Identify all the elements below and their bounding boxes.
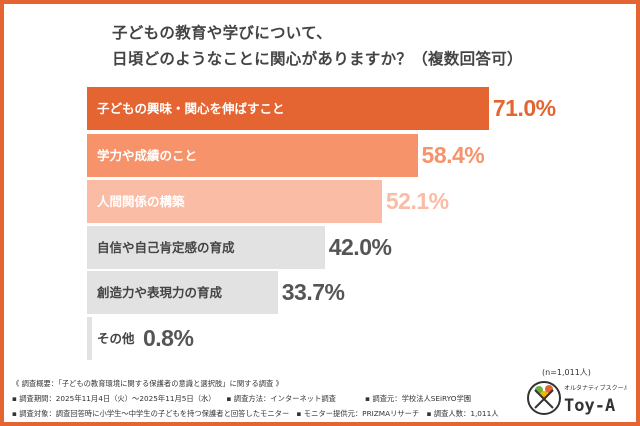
bar-label: 自信や自己肯定感の育成 xyxy=(97,240,235,255)
bar-4 xyxy=(87,226,325,269)
value-label: 58.4% xyxy=(421,142,485,168)
logo-circle-icon xyxy=(527,381,561,415)
value-label: 52.1% xyxy=(385,188,449,214)
logo-name: Toy-A xyxy=(564,396,615,416)
value-label: 42.0% xyxy=(328,234,392,260)
chart-title: 子どもの教育や学びについて、 日頃どのようなことに関心がありますか？（複数回答可… xyxy=(112,20,523,72)
survey-overview: 《 調査概要：「子どもの教育環境に関する保護者の意識と選択肢」に関する調査 》 xyxy=(12,379,283,388)
bar-label: 学力や成績のこと xyxy=(97,148,198,163)
bar-5 xyxy=(87,271,278,314)
survey-details-1: ▪ 調査期間：2025年11月4日（火）～2025年11月5日（水） ▪ 調査方… xyxy=(12,394,472,403)
bar-1 xyxy=(87,87,489,130)
title-line-2: 日頃どのようなことに関心がありますか？（複数回答可） xyxy=(112,50,523,68)
logo-tagline: オルタナティブスクール xyxy=(564,384,627,392)
survey-details-2: ▪ 調査対象：調査回答時に小学生～中学生の子どもを持つ保護者と回答したモニター … xyxy=(12,409,499,418)
bar-label: 創造力や表現力の育成 xyxy=(97,285,223,300)
bar-3 xyxy=(87,180,382,223)
value-label: 0.8% xyxy=(143,325,194,351)
bar-label: 人間関係の構築 xyxy=(97,194,185,209)
bar-2 xyxy=(87,134,418,177)
value-label: 71.0% xyxy=(492,95,556,121)
value-label: 33.7% xyxy=(281,279,345,305)
sample-size: (n=1,011人) xyxy=(542,368,591,377)
bar-6 xyxy=(87,317,92,360)
title-line-1: 子どもの教育や学びについて、 xyxy=(112,24,332,42)
bar-label: その他 xyxy=(97,331,135,346)
toy-a-logo: オルタナティブスクール Toy-A xyxy=(527,378,630,422)
bar-label: 子どもの興味・関心を伸ばすこと xyxy=(97,101,285,116)
